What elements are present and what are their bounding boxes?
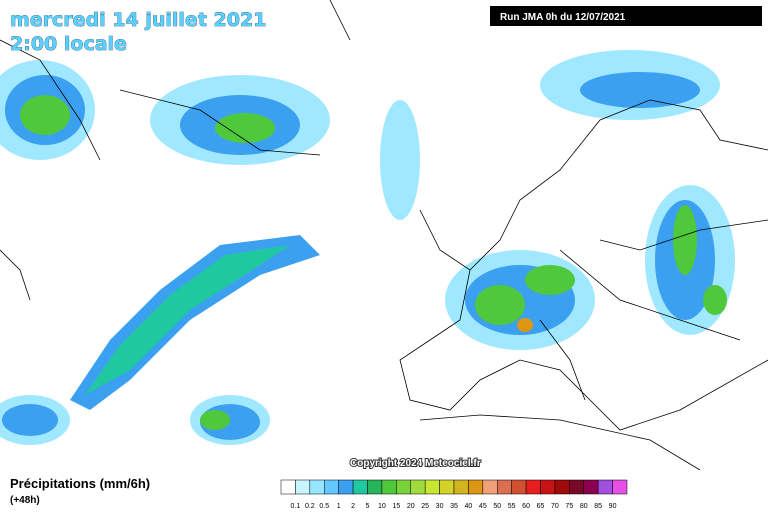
legend-swatch <box>468 479 484 495</box>
legend-swatch <box>583 479 599 495</box>
legend-swatch <box>569 479 584 495</box>
legend-label: 80 <box>580 503 588 510</box>
legend-label: 55 <box>508 503 516 510</box>
legend-label: 30 <box>436 503 444 510</box>
run-label: Run JMA 0h du 12/07/2021 <box>500 12 626 23</box>
legend-swatch <box>597 479 613 495</box>
legend-label: 50 <box>493 503 501 510</box>
coastlines <box>0 0 768 471</box>
legend-label: 15 <box>392 503 400 510</box>
legend-swatch <box>295 479 311 495</box>
legend-swatch <box>554 479 570 495</box>
title-time: 2:00 locale <box>10 33 127 55</box>
legend-label: 2 <box>351 503 355 510</box>
legend-swatch <box>410 479 426 495</box>
legend-label: 85 <box>594 503 602 510</box>
run-box <box>490 6 762 26</box>
legend-swatch <box>453 479 469 495</box>
legend-label: 5 <box>366 503 370 510</box>
legend-label: 75 <box>565 503 573 510</box>
legend-swatch <box>309 479 325 495</box>
legend-label: 1 <box>337 503 341 510</box>
legend-swatch <box>511 479 527 495</box>
legend-swatch <box>482 479 498 495</box>
legend-subtitle: (+48h) <box>10 495 40 506</box>
legend-label: 0.2 <box>305 503 315 510</box>
legend-swatch <box>381 479 397 495</box>
legend-swatch <box>439 479 455 495</box>
legend-label: 0.1 <box>291 503 301 510</box>
legend-swatch <box>324 479 339 495</box>
legend-swatch <box>540 479 556 495</box>
precipitation-areas <box>0 50 735 445</box>
legend-scale: 0.1 0.2 0.5 1 2 5 10 15 20 25 30 35 40 45 50 55 60 65 70 75… <box>280 479 628 510</box>
legend-label: 45 <box>479 503 487 510</box>
legend-label: 70 <box>551 503 559 510</box>
legend-label: 40 <box>465 503 473 510</box>
legend-swatch <box>612 479 628 495</box>
legend-label: 35 <box>450 503 458 510</box>
legend-title: Précipitations (mm/6h) <box>10 476 150 491</box>
title-date: mercredi 14 juillet 2021 <box>10 9 266 31</box>
legend-label: 90 <box>609 503 617 510</box>
legend-swatch <box>280 479 296 495</box>
legend-swatch <box>338 479 354 495</box>
legend-swatch <box>497 479 512 495</box>
legend-swatch <box>396 479 412 495</box>
legend-label: 25 <box>421 503 429 510</box>
legend-swatch <box>525 479 541 495</box>
legend-label: 10 <box>378 503 386 510</box>
legend-label: 20 <box>407 503 415 510</box>
legend-swatch <box>367 479 383 495</box>
legend-label: 60 <box>522 503 530 510</box>
legend-swatch <box>352 479 368 495</box>
legend-label: 65 <box>537 503 545 510</box>
legend-label: 0.5 <box>319 503 329 510</box>
legend-swatch <box>424 479 440 495</box>
copyright: Copyright 2024 Meteociel.fr <box>350 458 481 469</box>
